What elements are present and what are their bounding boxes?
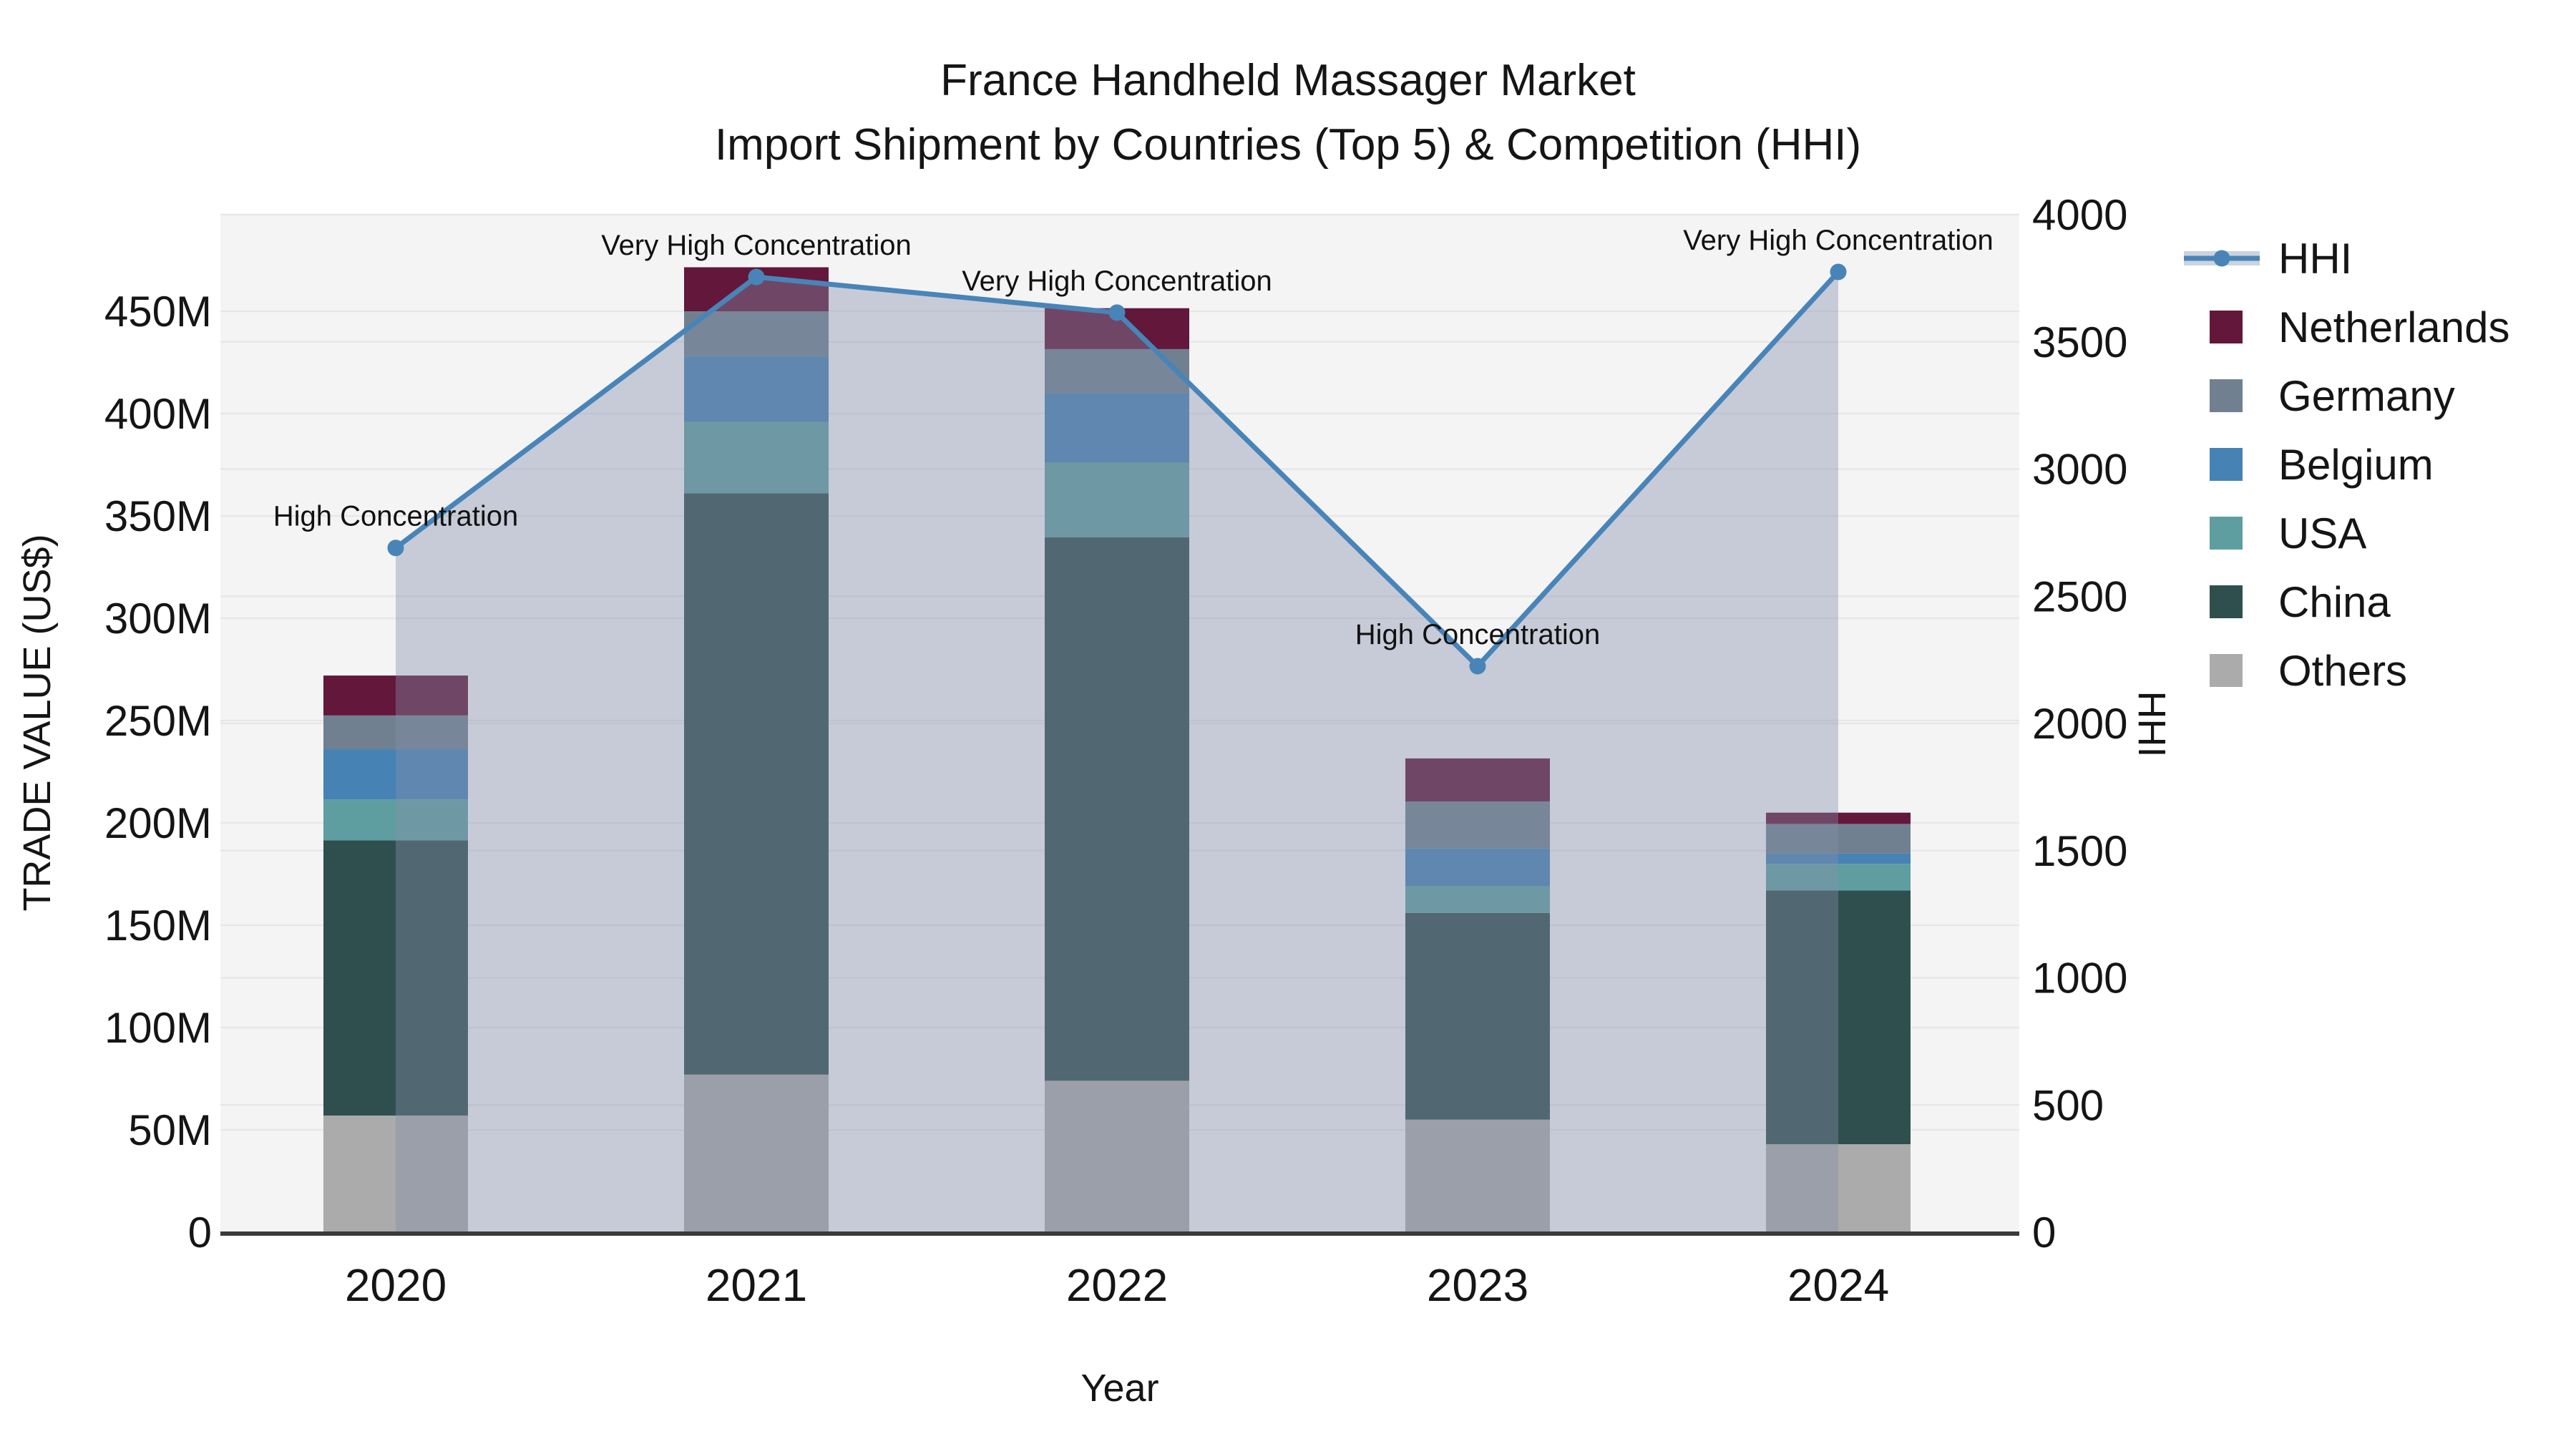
x-tick-2024: 2024 [1787, 1259, 1889, 1311]
bar-2021-germany [684, 311, 829, 356]
right-tick-3000: 3000 [2032, 446, 2127, 494]
bar-2023-usa [1405, 886, 1550, 913]
bar-2023-china [1405, 912, 1550, 1120]
legend-item-others: Others [2184, 646, 2510, 695]
others-swatch-icon [2184, 648, 2264, 693]
legend-label-china: China [2278, 577, 2391, 626]
bar-2022-china [1045, 537, 1189, 1081]
hhi-markers [387, 263, 1847, 675]
usa-swatch-icon [2184, 511, 2264, 555]
hhi-line-icon [2184, 236, 2264, 280]
bars [323, 267, 1911, 1232]
bar-2020-netherlands [323, 675, 468, 716]
hhi-marker-2023 [1469, 658, 1486, 675]
bar-2024-others [1766, 1144, 1911, 1232]
left-tick-300M: 300M [104, 595, 212, 643]
bar-2021-china [684, 493, 829, 1075]
legend-item-germany: Germany [2184, 371, 2510, 420]
bar-2023-germany [1405, 801, 1550, 849]
bar-2024-belgium [1766, 853, 1911, 864]
legend-label-belgium: Belgium [2278, 440, 2434, 489]
chart-title-line1: France Handheld Massager Market [940, 56, 1636, 105]
legend-item-netherlands: Netherlands [2184, 303, 2510, 351]
bar-2020-usa [323, 799, 468, 841]
right-tick-2500: 2500 [2032, 572, 2127, 620]
chart-title: France Handheld Massager Market Import S… [0, 49, 2576, 177]
x-tick-labels: 2020 2021 2022 2023 2024 [345, 1259, 1889, 1311]
bar-2021-others [684, 1074, 829, 1232]
left-tick-200M: 200M [104, 799, 212, 847]
right-tick-2000: 2000 [2032, 700, 2127, 748]
legend: HHI Netherlands Germany Belgium USA China Othe… [2184, 234, 2510, 695]
left-tick-350M: 350M [104, 492, 212, 540]
bar-2024-usa [1766, 864, 1911, 891]
belgium-swatch-icon [2184, 442, 2264, 487]
left-tick-250M: 250M [104, 697, 212, 745]
left-tick-100M: 100M [104, 1004, 212, 1052]
germany-swatch-icon [2184, 374, 2264, 418]
x-tick-2020: 2020 [345, 1259, 447, 1311]
hhi-marker-2020 [387, 540, 404, 557]
bar-2024-germany [1766, 824, 1911, 854]
annotation-2022: Very High Concentration [962, 265, 1272, 297]
right-tick-1500: 1500 [2032, 827, 2127, 875]
legend-item-belgium: Belgium [2184, 440, 2510, 489]
bar-2023-belgium [1405, 848, 1550, 887]
bar-2024-china [1766, 890, 1911, 1145]
left-tick-labels: 0 50M 100M 150M 200M 250M 300M 350M 400M 450M [104, 288, 212, 1257]
hhi-area-fill [396, 271, 1838, 1232]
right-tick-0: 0 [2032, 1209, 2056, 1257]
right-tick-1000: 1000 [2032, 955, 2127, 1002]
bar-2020-china [323, 840, 468, 1116]
legend-label-hhi: HHI [2278, 234, 2353, 283]
bar-2022-usa [1045, 462, 1189, 538]
bar-2021-belgium [684, 356, 829, 422]
x-tick-2021: 2021 [706, 1259, 807, 1311]
hhi-marker-2021 [748, 268, 765, 286]
bar-2023-others [1405, 1119, 1550, 1232]
bar-2022-belgium [1045, 393, 1189, 463]
bar-2022-others [1045, 1080, 1189, 1232]
x-tick-2022: 2022 [1066, 1259, 1168, 1311]
bar-2020-others [323, 1115, 468, 1232]
annotation-2024: Very High Concentration [1683, 225, 1994, 256]
legend-item-usa: USA [2184, 509, 2510, 557]
x-axis-title: Year [1080, 1367, 1159, 1410]
right-tick-labels: 0 500 1000 1500 2000 2500 3000 3500 4000 [2032, 191, 2127, 1257]
annotations: High Concentration Very High Concentratio… [273, 225, 1994, 650]
bar-2024-netherlands [1766, 812, 1911, 824]
netherlands-swatch-icon [2184, 305, 2264, 349]
annotation-2023: High Concentration [1355, 619, 1600, 650]
left-tick-150M: 150M [104, 902, 212, 950]
legend-item-hhi: HHI [2184, 234, 2510, 283]
hhi-marker-2024 [1830, 263, 1847, 280]
right-tick-4000: 4000 [2032, 191, 2127, 239]
bar-2020-belgium [323, 749, 468, 800]
left-tick-400M: 400M [104, 390, 212, 438]
chart-title-line2: Import Shipment by Countries (Top 5) & C… [714, 120, 1862, 170]
left-tick-450M: 450M [104, 288, 212, 336]
china-swatch-icon [2184, 580, 2264, 624]
legend-label-usa: USA [2278, 509, 2367, 557]
x-tick-2023: 2023 [1427, 1259, 1528, 1311]
bar-2023-netherlands [1405, 758, 1550, 801]
bar-2021-usa [684, 421, 829, 494]
legend-label-others: Others [2278, 646, 2408, 695]
bar-2020-germany [323, 715, 468, 750]
legend-label-germany: Germany [2278, 371, 2455, 420]
left-tick-0: 0 [188, 1209, 212, 1257]
annotation-2021: Very High Concentration [601, 230, 912, 261]
left-tick-50M: 50M [128, 1106, 212, 1154]
right-tick-3500: 3500 [2032, 318, 2127, 366]
right-tick-500: 500 [2032, 1081, 2104, 1129]
legend-item-china: China [2184, 577, 2510, 626]
annotation-2020: High Concentration [273, 501, 518, 532]
hhi-marker-2022 [1108, 304, 1126, 321]
legend-label-netherlands: Netherlands [2278, 303, 2510, 351]
